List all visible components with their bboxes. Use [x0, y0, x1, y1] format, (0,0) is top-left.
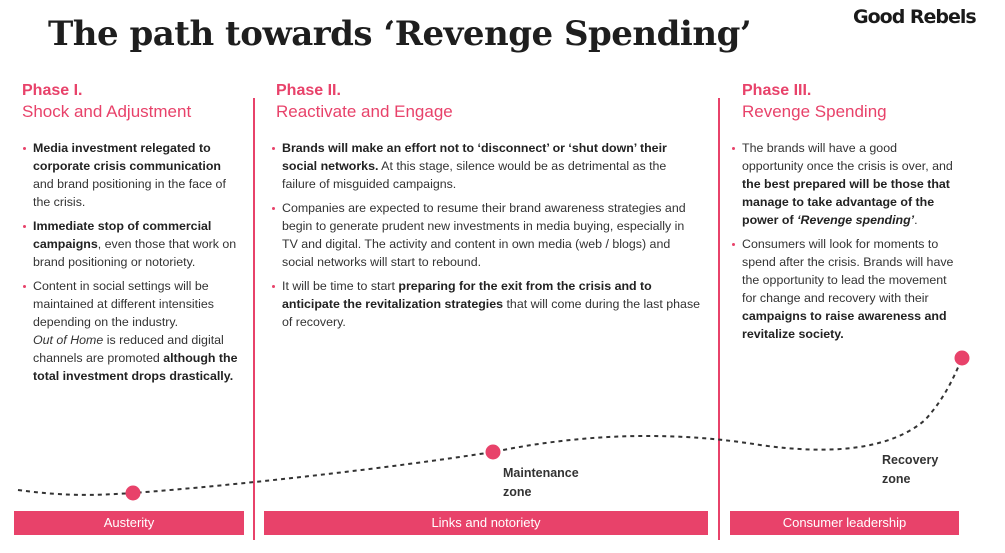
list-item: Consumers will look for moments to spend… — [731, 235, 959, 343]
list-item: Immediate stop of commercial campaigns, … — [22, 217, 240, 271]
list-item: Media investment relegated to corporate … — [22, 139, 240, 211]
page-title: The path towards ‘Revenge Spending’ — [48, 14, 752, 54]
list-item: It will be time to start preparing for t… — [271, 277, 701, 331]
list-item: The brands will have a good opportunity … — [731, 139, 959, 229]
trajectory-path — [17, 357, 963, 496]
phase-1-name: Shock and Adjustment — [22, 102, 192, 121]
phase-3-number: Phase III. — [742, 82, 812, 99]
phase-3-marker — [954, 350, 970, 366]
list-item: Brands will make an effort not to ‘disco… — [271, 139, 701, 193]
band-links-notoriety: Links and notoriety — [264, 511, 708, 535]
band-consumer-leadership: Consumer leadership — [730, 511, 959, 535]
phase-3-bullets: The brands will have a good opportunity … — [731, 139, 959, 349]
band-austerity: Austerity — [14, 511, 244, 535]
phase-divider-2 — [718, 98, 720, 540]
phase-1-number: Phase I. — [22, 82, 83, 99]
phase-2-name: Reactivate and Engage — [276, 102, 453, 121]
phase-3-name: Revenge Spending — [742, 102, 887, 121]
brand-logo: Good Rebels — [853, 6, 977, 28]
recovery-zone-label: Recovery zone — [882, 453, 939, 486]
list-item: Companies are expected to resume their b… — [271, 199, 701, 271]
phase-2-number: Phase II. — [276, 82, 341, 99]
phase-2-marker — [485, 444, 501, 460]
phase-1-marker — [125, 485, 141, 501]
maintenance-zone-label: Maintenance zone — [503, 466, 579, 499]
phase-1-bullets: Media investment relegated to corporate … — [22, 139, 240, 391]
list-item: Content in social settings will be maint… — [22, 277, 240, 385]
phase-2-bullets: Brands will make an effort not to ‘disco… — [271, 139, 701, 337]
phase-divider-1 — [253, 98, 255, 540]
